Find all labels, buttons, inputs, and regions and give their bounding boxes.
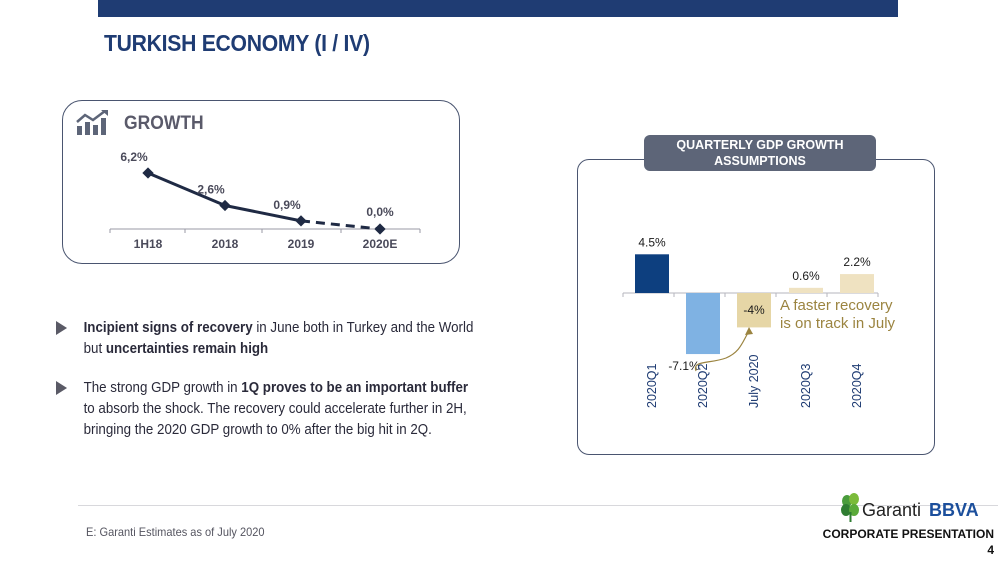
footnote: E: Garanti Estimates as of July 2020	[86, 525, 265, 539]
bullet-plain-text: to absorb the shock. The recovery could …	[83, 401, 467, 438]
growth-point	[374, 223, 386, 235]
bar-2020q2	[686, 293, 720, 355]
bullet-recovery: Incipient signs of recovery in June both…	[56, 318, 479, 360]
growth-line-chart: 6,2% 1H18 2,6% 2018 0,9% 2019 0,0% 2020E	[109, 150, 421, 251]
presentation-name: CORPORATE PRESENTATION	[822, 527, 994, 541]
annotation-text: A faster recovery	[780, 297, 893, 314]
garanti-bbva-logo: Garanti BBVA	[841, 493, 979, 522]
growth-category-label: 1H18	[134, 237, 163, 251]
growth-title: GROWTH	[124, 113, 204, 134]
svg-text:Garanti: Garanti	[862, 500, 921, 520]
growth-category-label: 2019	[288, 237, 315, 251]
annotation-arrowhead	[745, 327, 753, 335]
growth-point	[295, 215, 307, 227]
growth-value-label: 6,2%	[120, 150, 148, 164]
bar-category-label: 2020Q2	[696, 363, 710, 408]
footer-divider	[78, 505, 998, 506]
growth-value-label: 0,0%	[366, 205, 394, 219]
header-line: QUARTERLY GDP GROWTH	[676, 138, 844, 152]
bullet-bold-text: Incipient signs of recovery	[83, 320, 253, 336]
bar-value-label: -4%	[743, 303, 765, 317]
page-title: TURKISH ECONOMY (I / IV)	[104, 30, 370, 56]
bar-2020q4	[840, 274, 874, 293]
growth-point	[219, 199, 231, 212]
bar-category-label: 2020Q1	[645, 363, 659, 408]
bullet-text: Incipient signs of recovery in June both…	[84, 318, 480, 360]
bar-category-label: 2020Q4	[850, 363, 864, 408]
growth-point	[142, 167, 154, 179]
bar-2020q1	[635, 254, 669, 293]
growth-chart-icon	[76, 110, 108, 135]
growth-line-segment	[300, 219, 381, 231]
growth-line-segment	[147, 171, 226, 207]
annotation-arrow	[694, 330, 750, 372]
header-line: ASSUMPTIONS	[714, 154, 806, 168]
growth-line-segment	[224, 204, 302, 223]
quarterly-bar-chart: 4.5% 2020Q1 -7.1%2020Q2 -4% July 2020 0.6% 202…	[622, 235, 896, 408]
bar-value-label: 0.6%	[792, 269, 820, 283]
page-number: 4	[987, 543, 994, 557]
growth-category-label: 2018	[212, 237, 239, 251]
bullet-bold-text: 1Q proves to be an important buffer	[241, 380, 469, 396]
bar-category-label: 2020Q3	[799, 363, 813, 408]
presentation-label: CORPORATE PRESENTATION 4	[823, 526, 994, 558]
triangle-bullet-icon	[56, 321, 68, 335]
growth-category-label: 2020E	[363, 237, 398, 251]
bullet-plain-text: in June both in Turkey and the World but	[83, 320, 474, 357]
triangle-bullet-icon	[56, 381, 68, 395]
clover-icon	[841, 493, 859, 522]
bullet-gdp-buffer: The strong GDP growth in 1Q proves to be…	[56, 378, 479, 441]
growth-value-label: 2,6%	[197, 183, 225, 197]
bar-value-label: 2.2%	[843, 255, 871, 269]
growth-value-label: 0,9%	[273, 198, 301, 212]
bar-category-label: July 2020	[747, 354, 761, 408]
bar-july-2020	[737, 293, 771, 328]
top-banner	[98, 0, 898, 17]
bar-value-label: 4.5%	[638, 235, 666, 249]
quarterly-header: QUARTERLY GDP GROWTH ASSUMPTIONS	[644, 135, 876, 171]
bar-value-label: -7.1%	[668, 359, 700, 373]
svg-text:BBVA: BBVA	[929, 500, 979, 520]
annotation-text: is on track in July	[780, 315, 896, 332]
growth-panel	[62, 100, 460, 264]
bullet-bold-text: uncertainties remain high	[105, 341, 269, 357]
bullet-text: The strong GDP growth in 1Q proves to be…	[84, 378, 480, 441]
bar-2020q3	[789, 287, 823, 293]
bullet-plain-text: The strong GDP growth in	[83, 380, 242, 396]
